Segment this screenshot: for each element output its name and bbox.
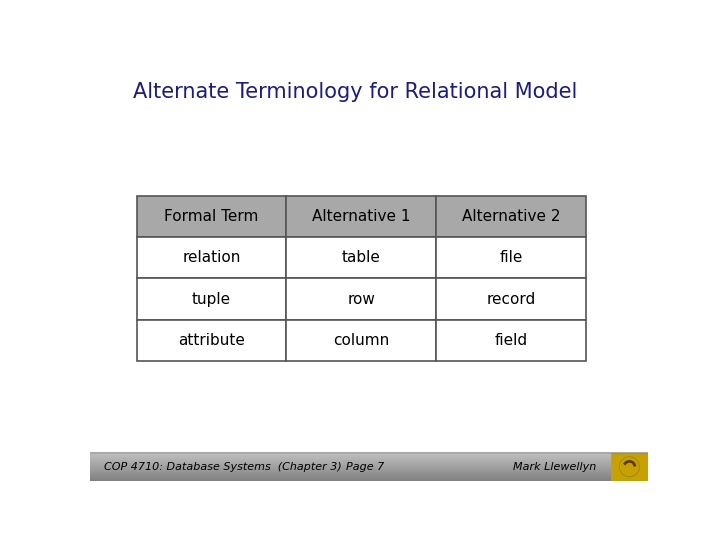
Bar [90, 473, 611, 474]
Text: Alternate Terminology for Relational Model: Alternate Terminology for Relational Mod… [132, 82, 577, 102]
Bar [90, 472, 611, 473]
Text: Formal Term: Formal Term [164, 209, 258, 224]
Bar [287, 237, 436, 279]
Bar [90, 467, 611, 468]
Bar [90, 454, 611, 455]
Bar [287, 279, 436, 320]
Text: column: column [333, 333, 390, 348]
Text: Alternative 2: Alternative 2 [462, 209, 560, 224]
Bar [287, 320, 436, 361]
Bar [436, 195, 586, 237]
Bar [90, 458, 611, 459]
Text: table: table [342, 250, 381, 265]
Bar [90, 479, 611, 480]
Bar [90, 466, 611, 467]
Bar [90, 453, 611, 454]
Bar [90, 470, 611, 471]
Bar [90, 460, 611, 461]
Bar [436, 279, 586, 320]
Text: COP 4710: Database Systems  (Chapter 3): COP 4710: Database Systems (Chapter 3) [104, 462, 342, 472]
Text: Mark Llewellyn: Mark Llewellyn [513, 462, 597, 472]
Text: relation: relation [182, 250, 240, 265]
Bar [90, 461, 611, 462]
Bar [90, 462, 611, 463]
Text: Alternative 1: Alternative 1 [312, 209, 410, 224]
Bar [90, 465, 611, 466]
Bar [90, 471, 611, 472]
Bar [90, 477, 611, 478]
Bar [90, 459, 611, 460]
Bar [90, 456, 611, 457]
Bar [90, 478, 611, 479]
Bar [137, 237, 287, 279]
Bar [90, 480, 611, 481]
Text: record: record [487, 292, 536, 307]
Bar [436, 237, 586, 279]
Bar [90, 474, 611, 475]
Bar [137, 195, 287, 237]
Bar [137, 320, 287, 361]
Bar [90, 455, 611, 456]
Text: file: file [500, 250, 523, 265]
Bar [137, 279, 287, 320]
Bar [90, 476, 611, 477]
Bar [90, 457, 611, 458]
Bar [90, 475, 611, 476]
Bar [90, 463, 611, 464]
Bar [90, 469, 611, 470]
Text: row: row [347, 292, 375, 307]
Bar [436, 320, 586, 361]
Text: attribute: attribute [178, 333, 245, 348]
Text: tuple: tuple [192, 292, 231, 307]
Bar [287, 195, 436, 237]
Bar [90, 468, 611, 469]
Circle shape [619, 457, 639, 477]
Bar [90, 464, 611, 465]
Bar [611, 453, 648, 481]
Text: Page 7: Page 7 [346, 462, 384, 472]
Text: field: field [495, 333, 528, 348]
